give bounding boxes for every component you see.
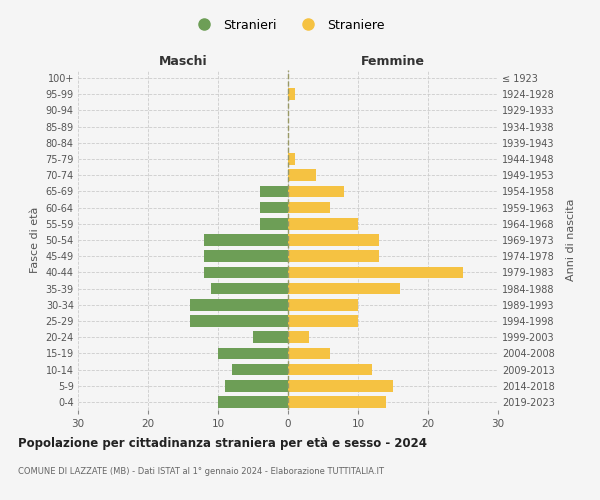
Bar — [225, 380, 288, 392]
Bar — [288, 170, 316, 181]
Y-axis label: Anni di nascita: Anni di nascita — [566, 198, 576, 281]
Bar — [253, 332, 288, 343]
Bar — [204, 266, 288, 278]
Bar — [288, 348, 330, 359]
Bar — [211, 282, 288, 294]
Bar — [288, 396, 386, 407]
Bar — [288, 202, 330, 213]
Text: Femmine: Femmine — [361, 54, 425, 68]
Bar — [260, 186, 288, 198]
Bar — [288, 88, 295, 100]
Text: COMUNE DI LAZZATE (MB) - Dati ISTAT al 1° gennaio 2024 - Elaborazione TUTTITALIA: COMUNE DI LAZZATE (MB) - Dati ISTAT al 1… — [18, 468, 384, 476]
Bar — [204, 234, 288, 246]
Y-axis label: Fasce di età: Fasce di età — [30, 207, 40, 273]
Bar — [288, 380, 393, 392]
Bar — [204, 250, 288, 262]
Bar — [288, 186, 344, 198]
Bar — [288, 218, 358, 230]
Bar — [288, 315, 358, 327]
Bar — [288, 299, 358, 310]
Bar — [288, 250, 379, 262]
Bar — [288, 153, 295, 165]
Text: Maschi: Maschi — [158, 54, 208, 68]
Bar — [288, 282, 400, 294]
Bar — [260, 202, 288, 213]
Bar — [218, 396, 288, 407]
Bar — [190, 299, 288, 310]
Bar — [190, 315, 288, 327]
Bar — [232, 364, 288, 376]
Text: Popolazione per cittadinanza straniera per età e sesso - 2024: Popolazione per cittadinanza straniera p… — [18, 438, 427, 450]
Bar — [288, 266, 463, 278]
Bar — [260, 218, 288, 230]
Bar — [288, 332, 309, 343]
Bar — [288, 364, 372, 376]
Bar — [288, 234, 379, 246]
Bar — [218, 348, 288, 359]
Legend: Stranieri, Straniere: Stranieri, Straniere — [188, 15, 388, 36]
